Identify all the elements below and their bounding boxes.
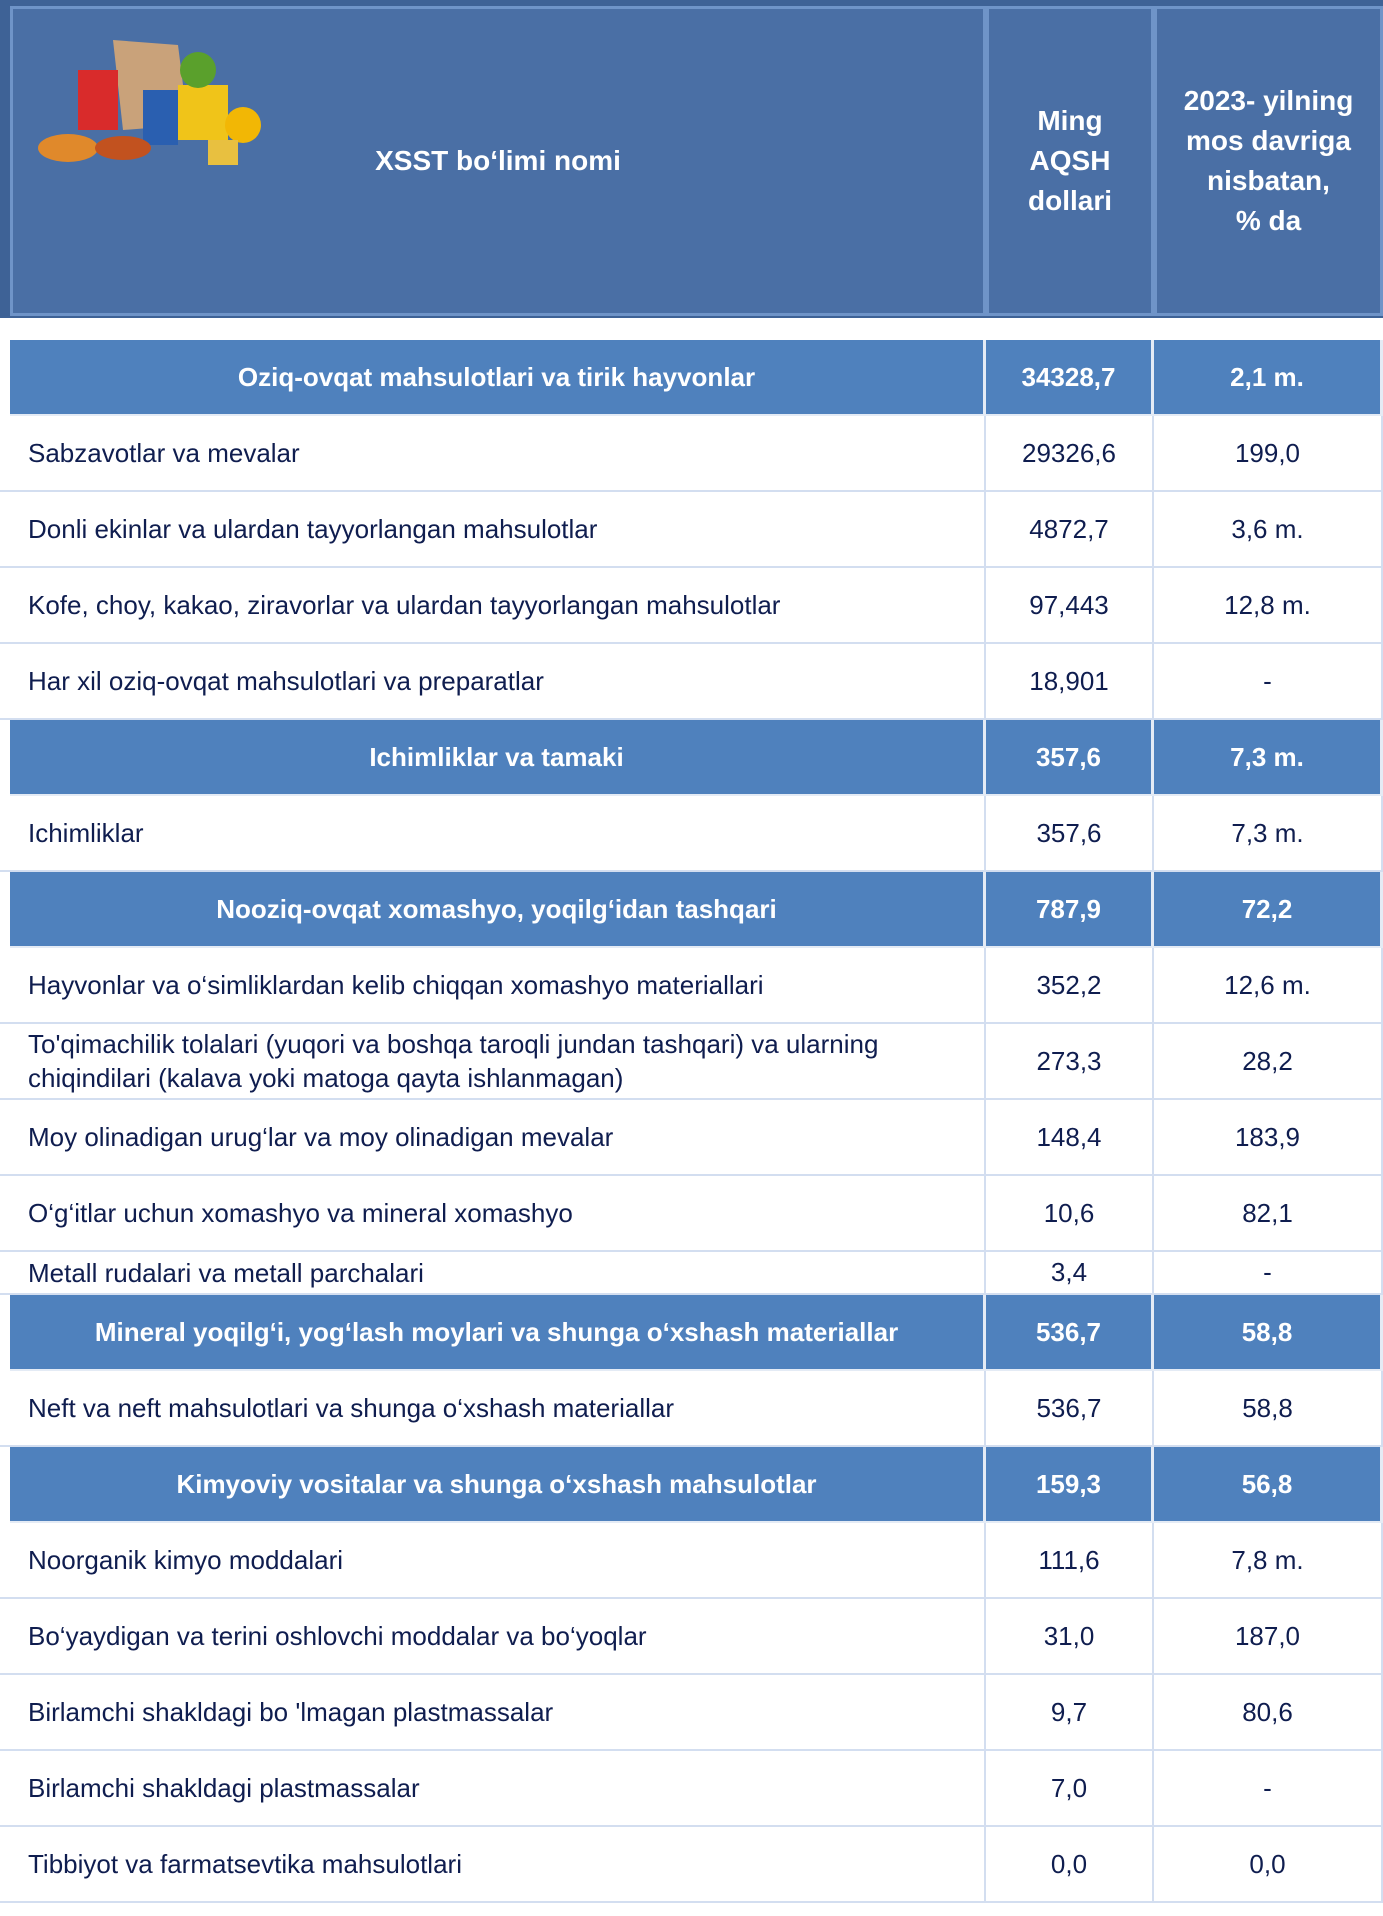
section-value: 357,6 bbox=[986, 720, 1154, 796]
section-name: Nooziq-ovqat xomashyo, yoqilg‘idan tashq… bbox=[10, 872, 986, 948]
item-change: - bbox=[1154, 1252, 1383, 1295]
item-change: 82,1 bbox=[1154, 1176, 1383, 1252]
item-value: 18,901 bbox=[986, 644, 1154, 720]
item-value: 97,443 bbox=[986, 568, 1154, 644]
item-name: Bo‘yaydigan va terini oshlovchi moddalar… bbox=[0, 1599, 986, 1675]
item-change: 7,3 m. bbox=[1154, 796, 1383, 872]
item-name: Neft va neft mahsulotlari va shunga o‘xs… bbox=[0, 1371, 986, 1447]
item-name: Tibbiyot va farmatsevtika mahsulotlari bbox=[0, 1827, 986, 1903]
item-value: 31,0 bbox=[986, 1599, 1154, 1675]
item-change: 12,8 m. bbox=[1154, 568, 1383, 644]
item-value: 148,4 bbox=[986, 1100, 1154, 1176]
item-change: 7,8 m. bbox=[1154, 1523, 1383, 1599]
section-name: Ichimliklar va tamaki bbox=[10, 720, 986, 796]
section-change: 58,8 bbox=[1154, 1295, 1383, 1371]
item-name: Hayvonlar va o‘simliklardan kelib chiqqa… bbox=[0, 948, 986, 1024]
item-change: 12,6 m. bbox=[1154, 948, 1383, 1024]
page: XSST bo‘limi nomi Ming AQSH dollari 2023… bbox=[0, 0, 1383, 1916]
item-value: 7,0 bbox=[986, 1751, 1154, 1827]
item-name: Kofe, choy, kakao, ziravorlar va ulardan… bbox=[0, 568, 986, 644]
item-name: Noorganik kimyo moddalari bbox=[0, 1523, 986, 1599]
item-change: 0,0 bbox=[1154, 1827, 1383, 1903]
item-change: 58,8 bbox=[1154, 1371, 1383, 1447]
section-value: 34328,7 bbox=[986, 340, 1154, 416]
header-col2: 2023- yilning mos davriga nisbatan, % da bbox=[1154, 6, 1383, 316]
section-value: 536,7 bbox=[986, 1295, 1154, 1371]
section-change: 72,2 bbox=[1154, 872, 1383, 948]
section-name: Oziq-ovqat mahsulotlari va tirik hayvonl… bbox=[10, 340, 986, 416]
section-value: 159,3 bbox=[986, 1447, 1154, 1523]
item-change: 80,6 bbox=[1154, 1675, 1383, 1751]
item-name: To'qimachilik tolalari (yuqori va boshqa… bbox=[0, 1024, 986, 1100]
item-value: 111,6 bbox=[986, 1523, 1154, 1599]
item-name: Sabzavotlar va mevalar bbox=[0, 416, 986, 492]
item-value: 536,7 bbox=[986, 1371, 1154, 1447]
item-name: O‘g‘itlar uchun xomashyo va mineral xoma… bbox=[0, 1176, 986, 1252]
item-value: 0,0 bbox=[986, 1827, 1154, 1903]
item-name: Har xil oziq-ovqat mahsulotlari va prepa… bbox=[0, 644, 986, 720]
item-change: - bbox=[1154, 644, 1383, 720]
item-value: 273,3 bbox=[986, 1024, 1154, 1100]
item-value: 352,2 bbox=[986, 948, 1154, 1024]
item-name: Ichimliklar bbox=[0, 796, 986, 872]
item-value: 4872,7 bbox=[986, 492, 1154, 568]
item-change: 187,0 bbox=[1154, 1599, 1383, 1675]
item-change: 183,9 bbox=[1154, 1100, 1383, 1176]
item-name: Birlamchi shakldagi plastmassalar bbox=[0, 1751, 986, 1827]
item-change: - bbox=[1154, 1751, 1383, 1827]
item-name: Metall rudalari va metall parchalari bbox=[0, 1252, 986, 1295]
item-value: 10,6 bbox=[986, 1176, 1154, 1252]
section-change: 7,3 m. bbox=[1154, 720, 1383, 796]
grocery-icon bbox=[28, 30, 268, 170]
section-name: Mineral yoqilg‘i, yog‘lash moylari va sh… bbox=[10, 1295, 986, 1371]
item-name: Birlamchi shakldagi bo 'lmagan plastmass… bbox=[0, 1675, 986, 1751]
item-change: 199,0 bbox=[1154, 416, 1383, 492]
section-change: 56,8 bbox=[1154, 1447, 1383, 1523]
item-value: 9,7 bbox=[986, 1675, 1154, 1751]
item-change: 3,6 m. bbox=[1154, 492, 1383, 568]
section-value: 787,9 bbox=[986, 872, 1154, 948]
item-value: 357,6 bbox=[986, 796, 1154, 872]
section-name: Kimyoviy vositalar va shunga o‘xshash ma… bbox=[10, 1447, 986, 1523]
item-value: 3,4 bbox=[986, 1252, 1154, 1295]
section-change: 2,1 m. bbox=[1154, 340, 1383, 416]
item-name: Donli ekinlar va ulardan tayyorlangan ma… bbox=[0, 492, 986, 568]
item-name: Moy olinadigan urug‘lar va moy olinadiga… bbox=[0, 1100, 986, 1176]
header-col1: Ming AQSH dollari bbox=[986, 6, 1154, 316]
item-value: 29326,6 bbox=[986, 416, 1154, 492]
item-change: 28,2 bbox=[1154, 1024, 1383, 1100]
